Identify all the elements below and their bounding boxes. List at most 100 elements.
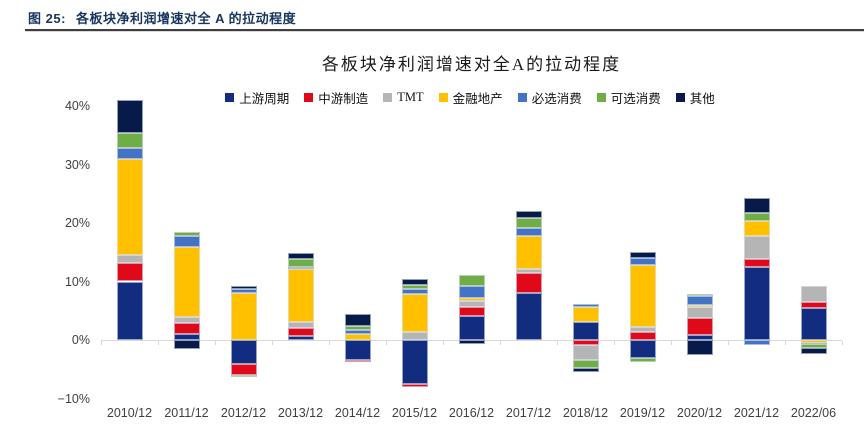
bar-segment (344, 325, 371, 331)
bar-segment (116, 148, 143, 160)
bar-segment (629, 326, 656, 332)
bar-segment (173, 316, 200, 324)
figure-title: 各板块净利润增速对全 A 的拉动程度 (76, 11, 297, 26)
x-axis-tick (443, 341, 444, 345)
x-axis-tick (842, 341, 843, 345)
legend-item: 其他 (675, 88, 715, 107)
chart-legend: 上游周期 中游制造 TMT 金融地产 必选消费 可选消费 其他 (90, 88, 850, 107)
bar-segment (629, 358, 656, 363)
bar-segment (515, 235, 542, 270)
bar-segment (173, 340, 200, 350)
bar-segment (116, 262, 143, 282)
bar-segment (629, 265, 656, 327)
bar-segment (686, 293, 713, 297)
bar-segment (116, 132, 143, 149)
x-axis-tick-label: 2020/12 (676, 406, 723, 420)
bar-segment (686, 296, 713, 305)
bar-segment (572, 345, 599, 360)
bar-segment (287, 335, 314, 340)
legend-label: 可选消费 (610, 92, 661, 106)
legend-item: 中游制造 (304, 88, 368, 107)
bar-segment (173, 246, 200, 317)
bar-segment (800, 301, 827, 308)
bar-segment (800, 343, 827, 349)
bar-segment (230, 375, 257, 378)
bar-segment (629, 251, 656, 258)
bar-segment (743, 340, 770, 345)
x-axis-tick-label: 2013/12 (277, 406, 324, 420)
x-axis-tick (785, 341, 786, 345)
x-axis-tick-label: 2010/12 (106, 406, 153, 420)
figure-number: 图 25: (28, 11, 66, 26)
y-axis-tick-label: 0% (71, 333, 90, 347)
bar-segment (458, 300, 485, 308)
bar-segment (173, 235, 200, 247)
x-axis-tick-label: 2017/12 (505, 406, 552, 420)
bar-segment (800, 348, 827, 355)
bar-segment (743, 259, 770, 268)
bar-segment (401, 279, 428, 285)
x-axis-tick-label: 2015/12 (391, 406, 438, 420)
bar-segment (401, 289, 428, 294)
bar-segment (116, 255, 143, 263)
bar-segment (458, 297, 485, 301)
bar-segment (800, 307, 827, 340)
bar-segment (287, 266, 314, 270)
bar-segment (287, 322, 314, 328)
legend-swatch-icon (304, 93, 314, 102)
bar-segment (515, 272, 542, 294)
bar-segment (800, 340, 827, 343)
bar-segment (629, 331, 656, 340)
x-axis-tick (272, 341, 273, 345)
x-axis-tick-label: 2022/06 (790, 406, 837, 420)
bar-segment (344, 333, 371, 340)
bar-segment (458, 275, 485, 287)
bar-segment (629, 257, 656, 266)
bar-segment (458, 316, 485, 340)
x-axis-tick-label: 2019/12 (619, 406, 666, 420)
bar-segment (572, 303, 599, 308)
bar-segment (572, 307, 599, 323)
x-axis-tick (728, 341, 729, 345)
caption-divider (25, 29, 864, 32)
x-axis-tick (386, 341, 387, 345)
y-axis-tick-label: 40% (64, 99, 90, 113)
bar-segment (401, 383, 428, 387)
legend-label: 中游制造 (318, 92, 369, 106)
bar-segment (572, 368, 599, 372)
bar-segment (287, 253, 314, 260)
bar-segment (743, 221, 770, 236)
bar-segment (287, 327, 314, 336)
x-axis-tick-label: 2016/12 (448, 406, 495, 420)
bar-segment (515, 293, 542, 340)
bar-segment (401, 340, 428, 384)
x-axis-tick-label: 2012/12 (220, 406, 267, 420)
bar-segment (686, 340, 713, 356)
x-axis-tick (158, 341, 159, 345)
legend-label: TMT (397, 90, 424, 104)
bar-segment (572, 322, 599, 340)
bar-segment (344, 314, 371, 326)
bar-segment (116, 100, 143, 133)
bar-segment (458, 286, 485, 298)
chart-title: 各板块净利润增速对全A的拉动程度 (321, 55, 622, 74)
legend-swatch-icon (517, 93, 527, 102)
legend-swatch-icon (438, 93, 448, 102)
legend-item: 上游周期 (225, 88, 289, 107)
y-axis-tick-label: 10% (64, 274, 90, 289)
x-axis-tick (671, 341, 672, 345)
bar-segment (344, 340, 371, 360)
legend-swatch-icon (596, 93, 606, 102)
bar-segment (173, 232, 200, 236)
bar-segment (686, 335, 713, 340)
bar-segment (686, 304, 713, 307)
x-axis-tick-label: 2014/12 (334, 406, 381, 420)
bar-segment (230, 288, 257, 293)
legend-item: 金融地产 (438, 88, 503, 107)
bar-segment (743, 235, 770, 260)
bar-segment (230, 285, 257, 289)
x-axis-tick (614, 341, 615, 345)
legend-swatch-icon (675, 93, 685, 102)
bar-segment (287, 269, 314, 323)
